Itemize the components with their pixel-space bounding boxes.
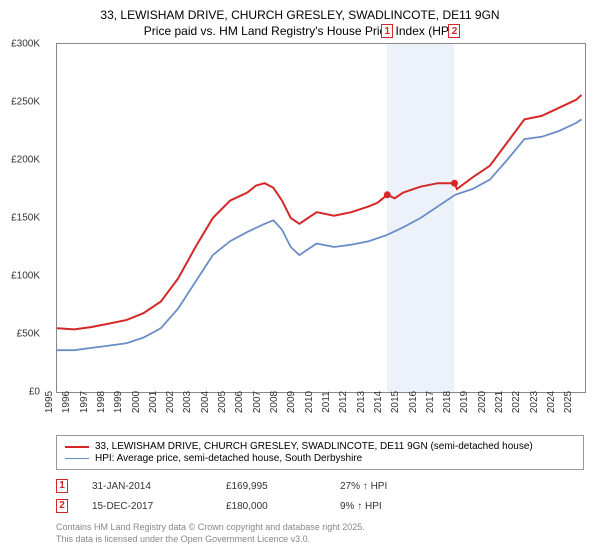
footer-line-1: Contains HM Land Registry data © Crown c… [56,522,588,534]
sale-date: 31-JAN-2014 [92,481,202,492]
footer: Contains HM Land Registry data © Crown c… [56,522,588,545]
x-tick-label: 2013 [356,391,367,413]
y-axis: £0£50K£100K£150K£200K£250K£300K [0,44,44,394]
x-tick-label: 2016 [408,391,419,413]
x-tick-label: 2000 [131,391,142,413]
x-tick-label: 1998 [96,391,107,413]
x-tick-label: 2010 [304,391,315,413]
title-line-1: 33, LEWISHAM DRIVE, CHURCH GRESLEY, SWAD… [12,8,588,24]
sales-table: 1 31-JAN-2014 £169,995 27% ↑ HPI 2 15-DEC-201… [56,476,584,516]
sale-date: 15-DEC-2017 [92,501,202,512]
sale-hpi-diff: 27% ↑ HPI [340,481,387,492]
x-tick-label: 2002 [165,391,176,413]
sale-hpi-diff: 9% ↑ HPI [340,501,382,512]
x-tick-label: 2024 [546,391,557,413]
sale-price: £180,000 [226,501,316,512]
x-tick-label: 2015 [390,391,401,413]
legend-row: 33, LEWISHAM DRIVE, CHURCH GRESLEY, SWAD… [65,441,575,452]
x-tick-label: 2019 [459,391,470,413]
y-tick-label: £250K [11,97,40,108]
legend-row: HPI: Average price, semi-detached house,… [65,453,575,464]
sale-marker-box: 2 [448,24,460,38]
plot-area: 12 [56,43,586,393]
x-tick-label: 2021 [494,391,505,413]
footer-line-2: This data is licensed under the Open Gov… [56,534,588,546]
x-tick-label: 2017 [425,391,436,413]
x-tick-label: 2001 [148,391,159,413]
legend-swatch [65,446,89,448]
x-tick-label: 1995 [44,391,55,413]
legend-swatch [65,458,89,459]
series-line-price_paid [57,95,582,329]
y-tick-label: £100K [11,271,40,282]
x-tick-label: 2003 [182,391,193,413]
x-tick-label: 2023 [529,391,540,413]
x-tick-label: 1996 [61,391,72,413]
legend-label: HPI: Average price, semi-detached house,… [95,453,362,464]
x-tick-label: 2018 [442,391,453,413]
sale-price: £169,995 [226,481,316,492]
x-tick-label: 1999 [113,391,124,413]
sale-row-marker: 1 [56,479,68,493]
chart-container: 33, LEWISHAM DRIVE, CHURCH GRESLEY, SWAD… [0,0,600,560]
x-tick-label: 2009 [286,391,297,413]
x-tick-label: 2011 [321,391,332,413]
x-tick-label: 2025 [563,391,574,413]
y-tick-label: £50K [17,329,40,340]
sale-marker-box: 1 [381,24,393,38]
y-tick-label: £300K [11,39,40,50]
y-tick-label: £0 [29,387,40,398]
x-tick-label: 2022 [511,391,522,413]
x-tick-label: 2020 [477,391,488,413]
sale-row: 1 31-JAN-2014 £169,995 27% ↑ HPI [56,476,584,496]
y-tick-label: £200K [11,155,40,166]
y-tick-label: £150K [11,213,40,224]
x-tick-label: 1997 [79,391,90,413]
x-tick-label: 2014 [373,391,384,413]
legend: 33, LEWISHAM DRIVE, CHURCH GRESLEY, SWAD… [56,435,584,470]
x-tick-label: 2005 [217,391,228,413]
title-line-2: Price paid vs. HM Land Registry's House … [12,24,588,40]
legend-label: 33, LEWISHAM DRIVE, CHURCH GRESLEY, SWAD… [95,441,533,452]
x-tick-label: 2004 [200,391,211,413]
x-tick-label: 2007 [252,391,263,413]
x-tick-label: 2006 [234,391,245,413]
chart-svg [57,44,585,392]
sale-row-marker: 2 [56,499,68,513]
sale-dot [384,191,391,198]
x-axis: 1995199619971998199920002001200220032004… [44,396,574,436]
sale-dot [451,180,458,187]
chart-title: 33, LEWISHAM DRIVE, CHURCH GRESLEY, SWAD… [12,8,588,39]
sale-row: 2 15-DEC-2017 £180,000 9% ↑ HPI [56,496,584,516]
x-tick-label: 2012 [338,391,349,413]
x-tick-label: 2008 [269,391,280,413]
